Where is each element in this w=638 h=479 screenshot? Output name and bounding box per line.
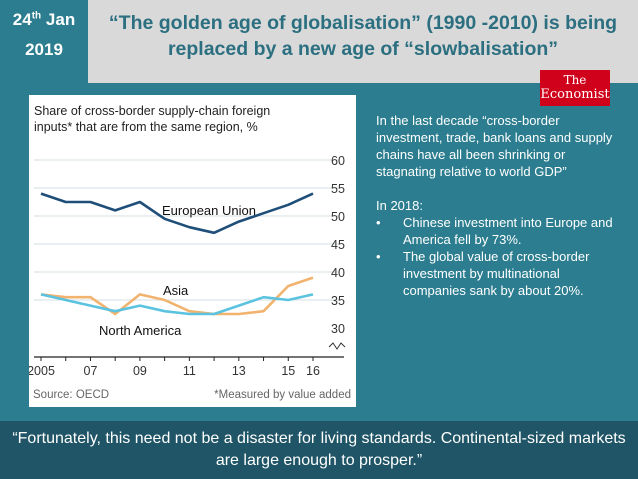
- x-tick-label: 13: [232, 364, 246, 378]
- footer-quote: “Fortunately, this need not be a disaste…: [12, 430, 626, 469]
- series-line: [40, 192, 314, 235]
- chart-footnote: *Measured by value added: [214, 389, 351, 401]
- side-bullet-list: • Chinese investment into Europe and Amer…: [376, 214, 626, 299]
- side-heading: In 2018:: [376, 198, 423, 213]
- x-tick-label: 07: [84, 364, 98, 378]
- chart-panel: Share of cross-border supply-chain forei…: [29, 95, 356, 407]
- line-chart: Share of cross-border supply-chain forei…: [29, 104, 351, 401]
- y-tick-label: 50: [331, 210, 345, 224]
- page-title: “The golden age of globalisation” (1990 …: [108, 12, 618, 60]
- side-intro: In the last decade “cross-border investm…: [376, 113, 613, 179]
- bullet-text: The global value of cross-border investm…: [403, 249, 590, 298]
- y-tick-label: 40: [331, 266, 345, 280]
- date-year: 2019: [25, 40, 63, 59]
- x-tick-label: 11: [183, 364, 196, 378]
- y-tick-label: 45: [331, 238, 345, 252]
- chart-source: Source: OECD: [33, 389, 109, 401]
- series-line: [40, 293, 314, 316]
- y-tick-label: 30: [331, 322, 345, 336]
- x-tick-label: 09: [133, 364, 147, 378]
- x-tick-label: 2005: [29, 364, 55, 378]
- axis-break-icon: [328, 342, 346, 350]
- footer-quote-bar: “Fortunately, this need not be a disaste…: [0, 421, 638, 479]
- series-line: [40, 276, 314, 316]
- x-tick-label: 15: [281, 364, 295, 378]
- chart-title-line1: Share of cross-border supply-chain forei…: [34, 104, 270, 118]
- title-bar: “The golden age of globalisation” (1990 …: [88, 0, 638, 83]
- logo-line2: Economist: [540, 87, 610, 102]
- economist-logo: The Economist: [540, 70, 610, 106]
- logo-line1: The: [563, 73, 587, 87]
- side-bullet: • The global value of cross-border invest…: [376, 248, 626, 299]
- series-label-asia: Asia: [163, 283, 189, 298]
- y-tick-label: 55: [331, 182, 345, 196]
- chart-title-line2: inputs* that are from the same region, %: [34, 120, 258, 134]
- side-bullet: • Chinese investment into Europe and Amer…: [376, 214, 626, 248]
- side-text: In the last decade “cross-border investm…: [376, 112, 626, 299]
- date-box: 24th Jan 2019: [0, 0, 88, 83]
- series-label-na: North America: [99, 323, 182, 338]
- x-tick-label: 16: [306, 364, 320, 378]
- date-day-month: 24th Jan: [12, 10, 76, 29]
- y-tick-label: 35: [331, 294, 345, 308]
- bullet-icon: •: [376, 215, 381, 230]
- bullet-icon: •: [376, 249, 381, 264]
- series-label-eu: European Union: [162, 203, 256, 218]
- y-tick-label: 60: [331, 154, 345, 168]
- bullet-text: Chinese investment into Europe and Ameri…: [403, 215, 613, 247]
